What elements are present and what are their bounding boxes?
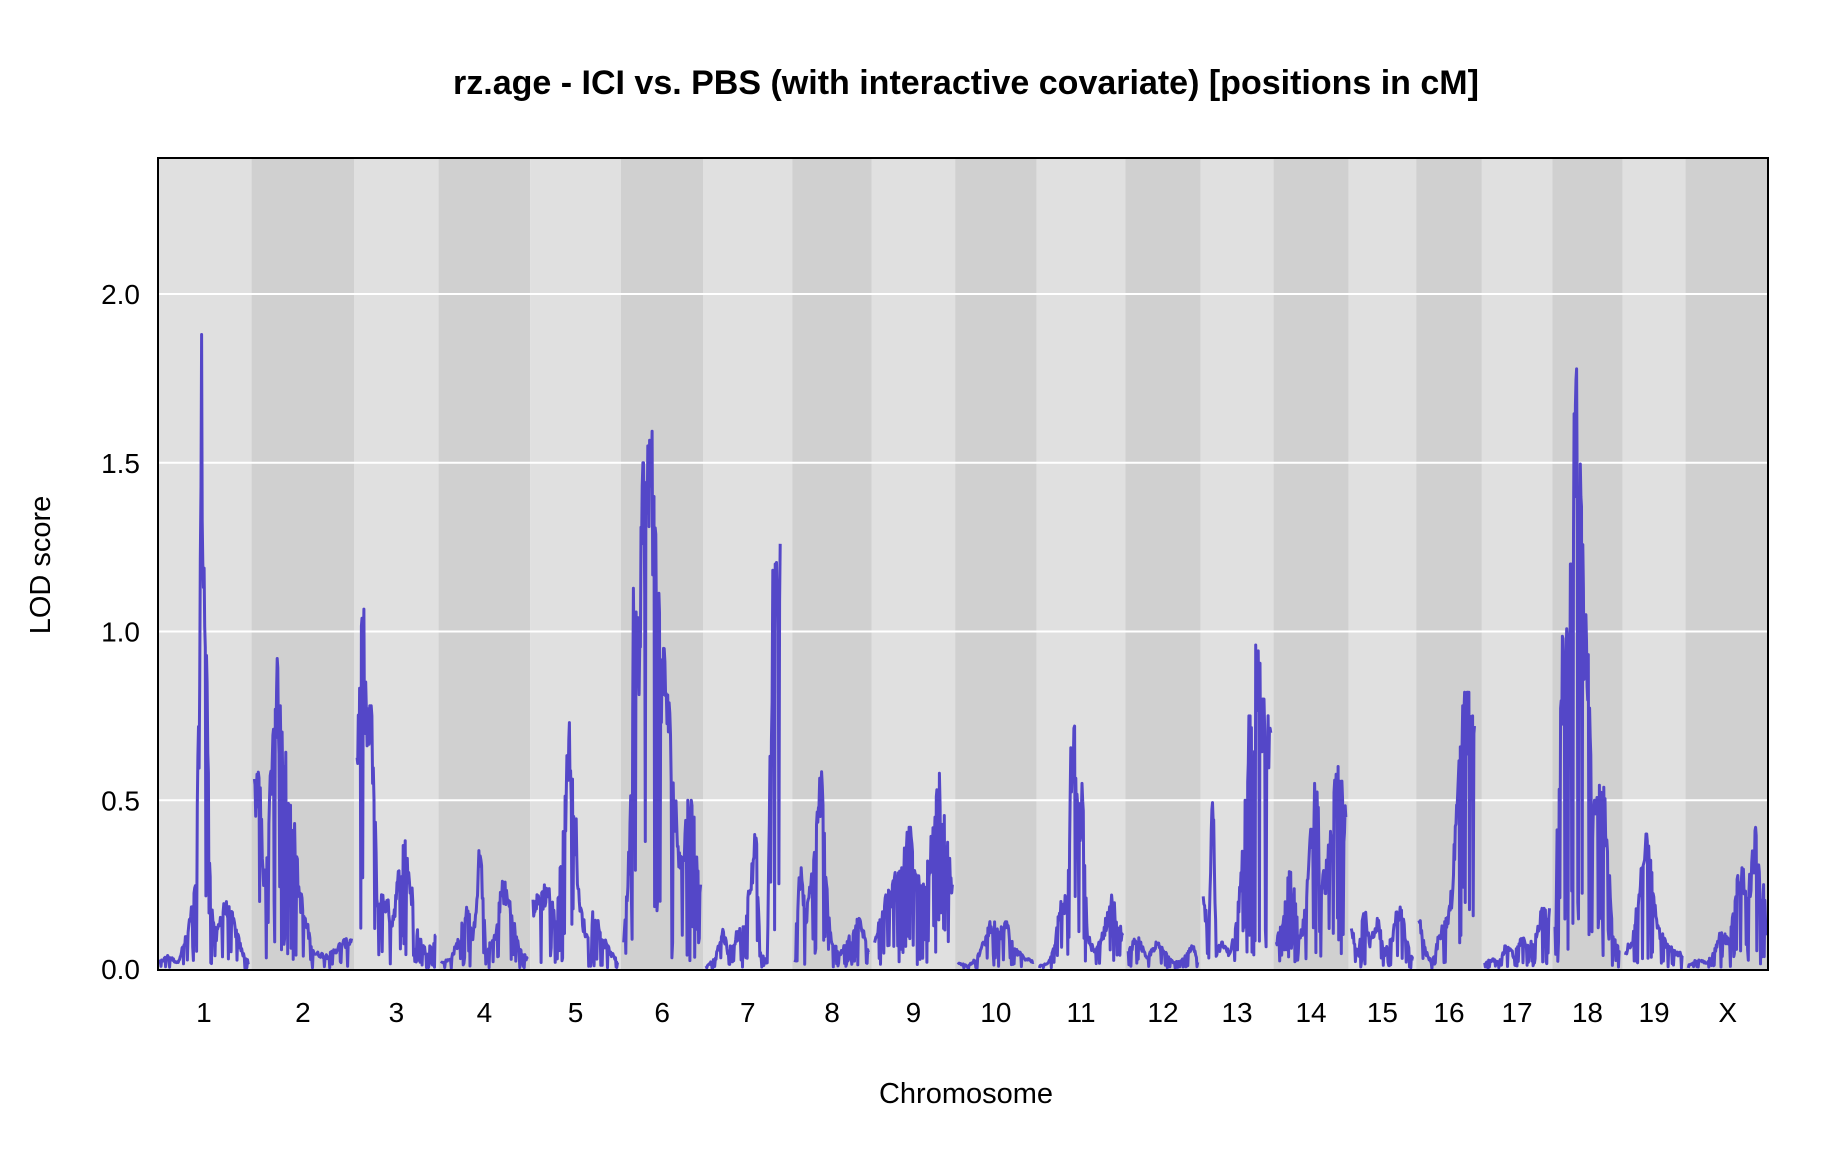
y-tick-label: 0.5: [101, 785, 140, 816]
chromosome-band-10: [955, 159, 1037, 969]
grid-lines: [159, 293, 1767, 802]
y-axis-label: LOD score: [25, 496, 57, 635]
x-tick-label-19: 19: [1638, 997, 1669, 1028]
lod-line-chr-13: [1201, 643, 1273, 962]
x-tick-label-5: 5: [568, 997, 584, 1028]
chromosome-band-12: [1125, 159, 1201, 969]
x-tick-label-11: 11: [1066, 997, 1095, 1028]
chromosome-band-19: [1622, 159, 1686, 969]
lod-line-chr-15: [1349, 905, 1415, 970]
x-tick-label-3: 3: [389, 997, 405, 1028]
chromosome-band-3: [354, 159, 439, 969]
x-tick-label-16: 16: [1433, 997, 1464, 1028]
lod-line-chr-6: [622, 429, 703, 963]
lod-line-chr-2: [252, 657, 354, 970]
lod-line-chr-12: [1126, 936, 1200, 970]
x-tick-label-1: 1: [196, 997, 212, 1028]
lod-line-chr-8: [793, 770, 870, 969]
lod-line-chr-16: [1417, 690, 1476, 971]
chart-title: rz.age - ICI vs. PBS (with interactive c…: [453, 64, 1479, 102]
chromosome-bands: [159, 159, 1767, 969]
x-axis-label: Chromosome: [879, 1078, 1053, 1110]
lod-line-chr-1: [157, 333, 250, 970]
plot-frame: [157, 157, 1769, 971]
lod-line-chr-17: [1483, 906, 1551, 970]
x-tick-label-X: X: [1718, 997, 1737, 1028]
lod-line-chr-X: [1686, 825, 1769, 969]
x-tick-label-2: 2: [295, 997, 311, 1028]
chromosome-band-8: [792, 159, 872, 969]
x-tick-label-7: 7: [740, 997, 756, 1028]
chromosome-band-4: [438, 159, 531, 969]
y-tick-label: 1.5: [101, 448, 140, 479]
y-tick-label: 2.0: [101, 279, 140, 310]
lod-line-chr-11: [1037, 724, 1125, 970]
x-tick-label-15: 15: [1367, 997, 1398, 1028]
lod-line-chr-14: [1274, 765, 1348, 964]
y-axis: 0.0 0.5 1.0 1.5 2.0: [101, 279, 140, 985]
x-tick-label-14: 14: [1295, 997, 1326, 1028]
lod-line-chr-4: [439, 849, 529, 970]
x-tick-label-13: 13: [1221, 997, 1252, 1028]
y-tick-label: 0.0: [101, 954, 140, 985]
y-tick-label: 1.0: [101, 617, 140, 648]
x-axis: 1 2 3 4 5 6 7 8 9 10 11 12 13 14 15 16 17 18 19 X: [196, 997, 1737, 1028]
x-tick-label-9: 9: [906, 997, 922, 1028]
lod-line-chr-9: [873, 771, 954, 966]
lod-line-chr-19: [1623, 832, 1684, 970]
x-tick-label-8: 8: [824, 997, 840, 1028]
x-tick-label-17: 17: [1501, 997, 1532, 1028]
chromosome-band-17: [1481, 159, 1553, 969]
x-tick-label-4: 4: [477, 997, 493, 1028]
lod-line-chr-7: [704, 543, 782, 970]
x-tick-label-6: 6: [654, 997, 670, 1028]
lod-line-chr-18: [1553, 367, 1621, 969]
lod-line-chr-3: [355, 607, 437, 970]
lod-line-chr-10: [956, 920, 1035, 971]
lod-series: [157, 333, 1769, 971]
chromosome-band-2: [251, 159, 355, 969]
x-tick-label-18: 18: [1572, 997, 1603, 1028]
x-tick-label-12: 12: [1147, 997, 1178, 1028]
chromosome-band-15: [1348, 159, 1417, 969]
x-tick-label-10: 10: [980, 997, 1011, 1028]
lod-line-chr-5: [531, 721, 619, 970]
chromosome-band-11: [1036, 159, 1126, 969]
